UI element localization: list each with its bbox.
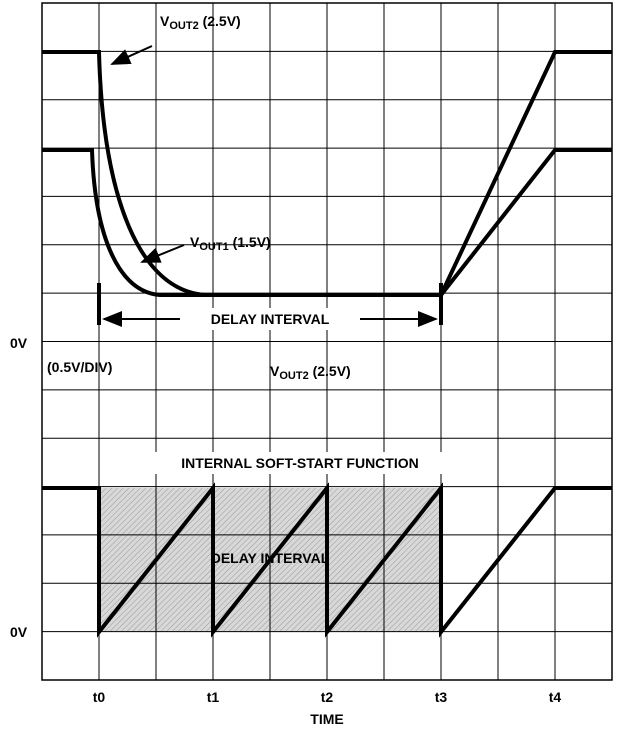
zero-label: 0V — [10, 624, 28, 640]
vout1-ramp — [439, 148, 612, 297]
arrow — [110, 45, 153, 65]
vout2-label: VOUT2 (2.5V) — [160, 13, 241, 32]
delay-label: DELAY INTERVAL — [211, 550, 330, 566]
soft-start-wave — [42, 482, 612, 638]
zero-label: 0V — [10, 335, 28, 351]
frame — [41, 2, 613, 681]
vout2-wave — [42, 50, 206, 297]
time-tick-label: t3 — [435, 689, 448, 705]
delay-label: DELAY INTERVAL — [211, 311, 330, 327]
time-tick-label: t2 — [321, 689, 334, 705]
time-tick-label: t1 — [207, 689, 220, 705]
waveforms — [42, 45, 612, 638]
soft-start-label: INTERNAL SOFT-START FUNCTION — [181, 455, 418, 471]
vout1-wave — [42, 50, 612, 297]
label-bg — [182, 308, 358, 330]
time-tick-label: t4 — [549, 689, 562, 705]
arrow — [140, 244, 185, 263]
scale-label: (0.5V/DIV) — [47, 359, 112, 375]
x-axis-label: TIME — [310, 711, 343, 727]
label-bg — [136, 452, 466, 474]
vout2-label: VOUT2 (2.5V) — [270, 363, 351, 382]
vout1-label: VOUT1 (1.5V) — [190, 234, 271, 253]
time-tick-label: t0 — [93, 689, 106, 705]
